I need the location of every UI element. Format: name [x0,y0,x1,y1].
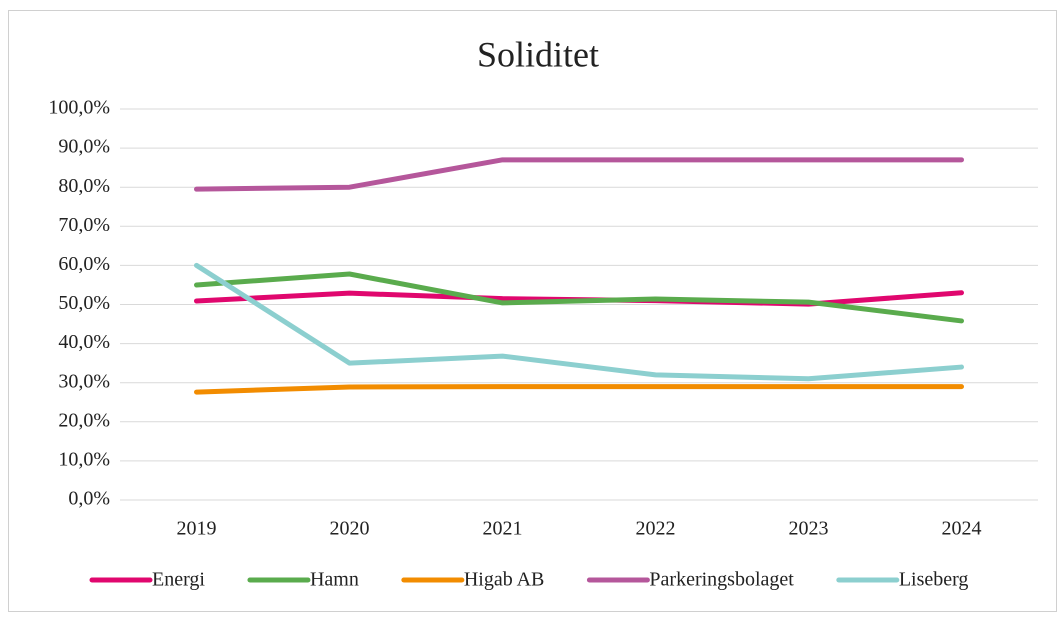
y-tick-label: 70,0% [58,214,110,236]
x-tick-label: 2024 [942,518,982,540]
y-tick-label: 100,0% [48,97,110,119]
legend-label: Liseberg [899,569,969,591]
data-line [194,384,964,395]
x-tick-label: 2021 [483,518,523,540]
y-tick-label: 80,0% [58,175,110,197]
x-tick-label: 2023 [789,518,829,540]
chart-title: Soliditet [477,34,599,74]
y-tick-label: 40,0% [58,331,110,353]
y-tick-label: 90,0% [58,136,110,158]
y-tick-label: 0,0% [68,488,110,510]
legend-label: Higab AB [464,569,545,591]
x-tick-label: 2022 [636,518,676,540]
data-line [194,271,964,324]
legend-label: Energi [152,569,205,591]
legend-label: Parkeringsbolaget [649,569,794,591]
y-tick-label: 20,0% [58,409,110,431]
y-tick-label: 60,0% [58,253,110,275]
x-tick-label: 2019 [177,518,217,540]
y-tick-label: 10,0% [58,448,110,470]
y-tick-label: 30,0% [58,370,110,392]
y-tick-label: 50,0% [58,292,110,314]
legend-label: Hamn [310,569,359,591]
data-line [194,262,964,382]
x-tick-label: 2020 [330,518,370,540]
data-line [194,157,964,192]
